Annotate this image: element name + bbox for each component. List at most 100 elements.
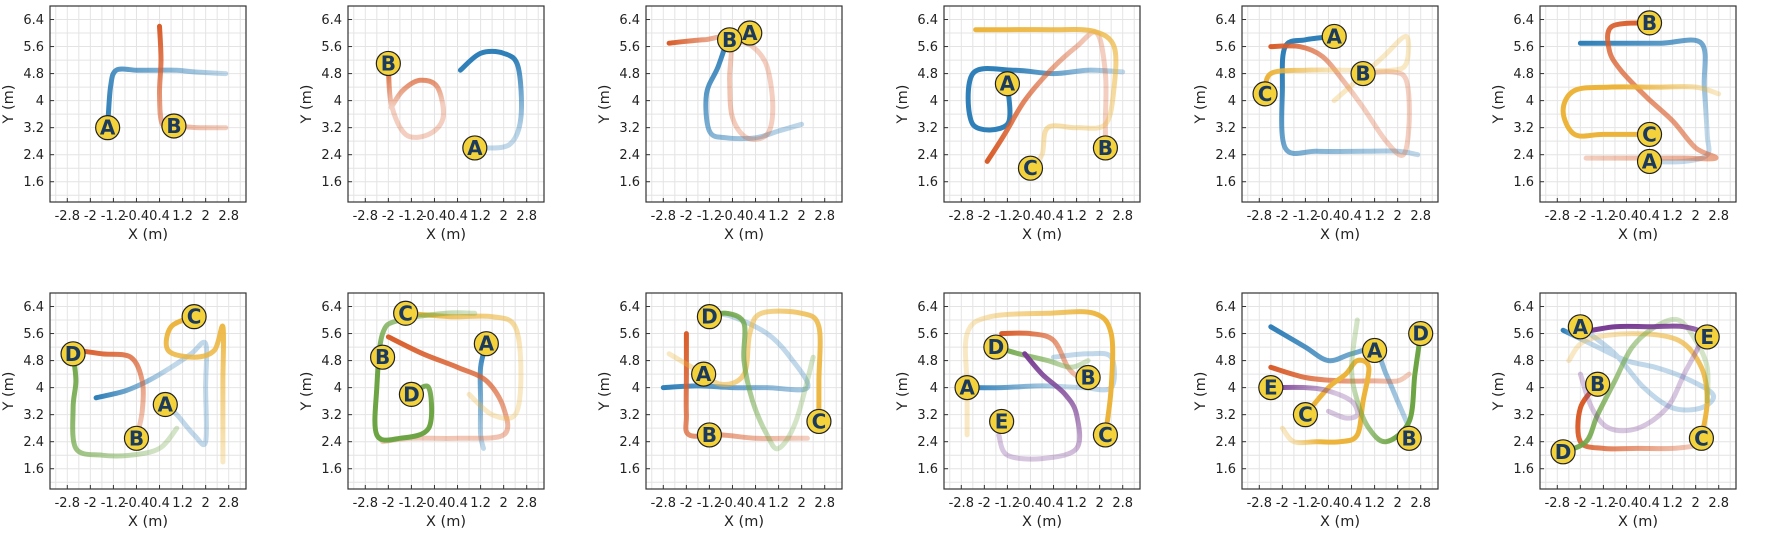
trajectory-D <box>372 310 478 443</box>
x-tick-label: 0.4 <box>1043 209 1064 224</box>
trajectory-C <box>163 314 227 465</box>
y-tick-label: 5.6 <box>1215 327 1236 342</box>
x-tick-label: -2.8 <box>651 209 676 224</box>
x-tick-label: -1.2 <box>399 496 424 511</box>
x-tick-label: -2.8 <box>55 496 80 511</box>
y-tick-label: 2.4 <box>321 148 342 163</box>
y-tick-label: 5.6 <box>619 327 640 342</box>
panel-11: -2.8 -2 -1.2-0.4 0.4 1.2 2 2.8 6.4 5.6 4.8 4 3.2 2.4… <box>1193 292 1439 530</box>
x-tick-label: -2.8 <box>651 496 676 511</box>
start-marker-C: C <box>1092 422 1119 448</box>
x-tick-label: 0.4 <box>745 209 766 224</box>
start-marker-A: A <box>691 361 717 387</box>
grid <box>348 6 544 202</box>
panel-5: -2.8 -2 -1.2-0.4 0.4 1.2 2 2.8 6.4 5.6 4.8 4 3.2 2.4… <box>1193 5 1439 243</box>
marker-circle <box>375 50 401 77</box>
marker-circle <box>994 71 1021 97</box>
x-tick-label: -0.4 <box>422 209 447 224</box>
start-marker-D: D <box>398 381 425 407</box>
y-axis-label: Y (m) <box>1 85 17 125</box>
x-tick-label: 1.2 <box>1066 209 1087 224</box>
marker-label: A <box>1326 24 1342 48</box>
y-tick-label: 6.4 <box>321 13 342 28</box>
x-axis-label: X (m) <box>1320 227 1360 243</box>
x-tick-label: -2.8 <box>1545 209 1570 224</box>
start-marker-A: A <box>462 135 488 161</box>
trajectory-B <box>380 334 511 445</box>
start-marker-B: B <box>716 27 743 53</box>
x-tick-label: 1.2 <box>172 496 193 511</box>
x-axis-label: X (m) <box>128 227 168 243</box>
x-tick-label: -0.4 <box>422 496 447 511</box>
y-tick-label: 6.4 <box>917 300 938 315</box>
y-axis-label: Y (m) <box>299 372 315 412</box>
x-tick-label: -0.4 <box>720 209 745 224</box>
x-tick-label: 2.8 <box>1410 209 1431 224</box>
start-marker-B: B <box>161 113 187 139</box>
start-marker-A: A <box>1321 23 1347 50</box>
marker-label: A <box>1642 149 1658 173</box>
plot-frame <box>943 5 1141 203</box>
start-marker-D: D <box>696 304 723 330</box>
x-axis-label: X (m) <box>426 227 466 243</box>
marker-label: D <box>1555 440 1572 464</box>
x-axis-label: X (m) <box>724 514 764 530</box>
y-axis-label: Y (m) <box>299 85 315 125</box>
marker-label: A <box>100 116 116 140</box>
x-tick-label: 2 <box>1394 209 1402 224</box>
start-marker-C: C <box>1292 402 1319 428</box>
start-marker-D: D <box>60 341 86 367</box>
trajectory-D <box>1349 317 1424 445</box>
y-tick-label: 4 <box>1228 94 1236 109</box>
x-tick-label: 1.2 <box>768 209 789 224</box>
marker-label: B <box>381 51 396 75</box>
y-tick-label: 6.4 <box>1215 13 1236 28</box>
trajectory-A <box>703 30 805 142</box>
x-axis-label: X (m) <box>724 227 764 243</box>
marker-circle <box>1292 402 1319 428</box>
y-tick-label: 6.4 <box>23 300 44 315</box>
x-tick-label: 1.2 <box>1066 496 1087 511</box>
x-tick-label: -2 <box>978 209 991 224</box>
x-tick-label: 2.8 <box>814 209 835 224</box>
y-tick-label: 6.4 <box>917 13 938 28</box>
plot-frame <box>347 5 545 203</box>
x-tick-label: -2.8 <box>353 209 378 224</box>
trajectory-C <box>962 309 1116 438</box>
y-tick-label: 3.2 <box>619 408 640 423</box>
marker-circle <box>181 304 207 330</box>
x-tick-label: -2 <box>680 209 693 224</box>
panel-7: -2.8 -2 -1.2-0.4 0.4 1.2 2 2.8 6.4 5.6 4.8 4 3.2 2.4… <box>1 292 247 530</box>
y-axis-label: Y (m) <box>597 372 613 412</box>
marker-label: A <box>479 332 495 356</box>
y-tick-label: 1.6 <box>619 462 640 477</box>
grid <box>1540 6 1736 202</box>
y-tick-label: 5.6 <box>917 327 938 342</box>
y-tick-label: 4 <box>632 381 640 396</box>
y-tick-label: 4 <box>930 381 938 396</box>
x-tick-label: -2.8 <box>1247 496 1272 511</box>
trajectory-A <box>964 350 1117 393</box>
x-tick-label: 2 <box>1096 209 1104 224</box>
trajectories <box>1560 316 1716 455</box>
marker-label: B <box>375 345 390 369</box>
x-tick-label: 2 <box>500 209 508 224</box>
start-marker-C: C <box>1688 425 1715 451</box>
y-tick-label: 5.6 <box>23 327 44 342</box>
marker-label: D <box>403 382 420 406</box>
y-tick-label: 1.6 <box>1215 462 1236 477</box>
marker-circle <box>716 27 743 53</box>
y-tick-label: 6.4 <box>23 13 44 28</box>
y-tick-label: 3.2 <box>321 408 342 423</box>
x-tick-label: 2.8 <box>1708 209 1729 224</box>
x-tick-label: 0.4 <box>1341 209 1362 224</box>
marker-circle <box>1017 155 1044 181</box>
y-tick-label: 1.6 <box>1513 175 1534 190</box>
trajectory-D <box>1560 316 1711 455</box>
start-marker-B: B <box>696 422 723 448</box>
marker-label: B <box>1402 426 1417 450</box>
marker-circle <box>161 113 187 139</box>
trajectories <box>965 27 1126 171</box>
trajectory-D <box>70 351 180 459</box>
